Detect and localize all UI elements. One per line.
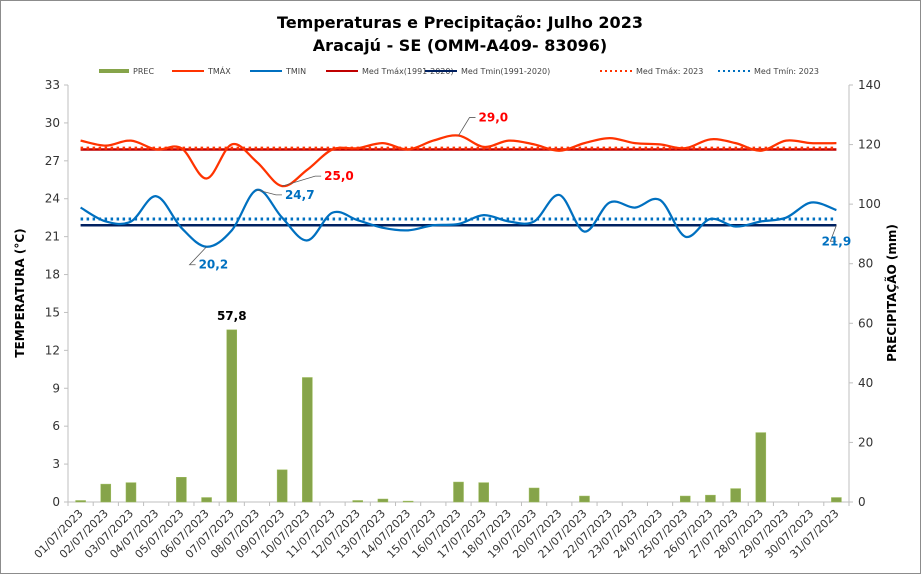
legend: PREC TMÁX TMIN Med Tmáx(1991-2020) Med Tmin(… (99, 65, 819, 76)
y-left-tick-label: 0 (52, 495, 60, 509)
y-right-tick-label: 120 (858, 138, 881, 152)
label-leader-line (458, 117, 476, 136)
y-right-tick-label: 140 (858, 78, 881, 92)
precip-bars (75, 329, 842, 503)
precip-bar (201, 497, 212, 503)
label-leader-line (188, 246, 207, 266)
y-left-tick-label: 33 (45, 78, 60, 92)
y-left-tick-label: 15 (45, 305, 60, 319)
precip-bar (125, 482, 137, 503)
legend-label: Med Tmáx(1991-2020) (362, 67, 454, 76)
legend-label: Med Tmín: 2023 (754, 67, 819, 76)
precip-bar (730, 488, 741, 503)
y-right-tick-label: 60 (858, 316, 873, 330)
y-axis-left-title: TEMPERATURA (°C) (13, 228, 27, 357)
data-labels: 57,8 29,0 25,0 24,7 20,2 21,9 (188, 111, 852, 323)
data-label: 57,8 (217, 309, 247, 323)
precip-bar (276, 469, 288, 503)
legend-label: Med Tmin(1991-2020) (461, 67, 550, 76)
precip-bar (176, 477, 187, 503)
data-label: 29,0 (479, 111, 509, 125)
chart-subtitle: Aracajú - SE (OMM-A409- 83096) (313, 36, 607, 55)
precip-bar (226, 329, 238, 503)
y-left-tick-label: 3 (52, 457, 60, 471)
y-left-tick-label: 12 (45, 343, 60, 357)
data-label: 25,0 (324, 169, 354, 183)
y-left-tick-label: 9 (52, 381, 60, 395)
chart-title: Temperaturas e Precipitação: Julho 2023 (277, 13, 643, 32)
precip-bar (377, 498, 389, 503)
y-left-tick-label: 30 (45, 116, 60, 130)
legend-label: TMIN (285, 67, 306, 76)
precip-bar (755, 432, 767, 503)
precip-bar (100, 483, 112, 503)
y-right-tick-label: 40 (858, 376, 873, 390)
y-left-tick-label: 21 (45, 230, 60, 244)
y-right-tick-label: 80 (858, 257, 873, 271)
precip-bar (75, 500, 86, 503)
data-label: 24,7 (285, 188, 315, 202)
precip-bar (679, 495, 691, 503)
precip-bar (302, 377, 313, 503)
tmax-line (80, 134, 837, 188)
precip-bar (402, 500, 414, 503)
legend-label: Med Tmáx: 2023 (636, 67, 703, 76)
precip-bar (528, 487, 540, 503)
label-leader-line (282, 175, 322, 187)
y-left-tick-label: 18 (45, 268, 60, 282)
y-right-tick-label: 20 (858, 435, 873, 449)
y-left-tick-label: 6 (52, 419, 60, 433)
y-left-tick-label: 24 (45, 192, 60, 206)
precip-bar (831, 497, 842, 503)
label-leader-line (256, 189, 282, 196)
y-left-tick-label: 27 (45, 154, 60, 168)
label-leader-line (829, 225, 837, 242)
precip-bar (705, 494, 716, 503)
precip-bar (453, 481, 464, 503)
legend-label: PREC (133, 67, 154, 76)
data-label: 21,9 (822, 234, 852, 248)
legend-label: TMÁX (207, 65, 231, 76)
precip-bar (579, 495, 590, 503)
legend-swatch-prec (99, 69, 129, 73)
precip-bar (352, 500, 363, 503)
y-right-tick-label: 100 (858, 197, 881, 211)
y-right-tick-label: 0 (858, 495, 866, 509)
temperature-lines (80, 134, 837, 248)
data-label: 20,2 (199, 258, 229, 272)
precip-bar (478, 482, 489, 503)
y-axis-right-title: PRECIPITAÇÃO (mm) (884, 224, 899, 362)
